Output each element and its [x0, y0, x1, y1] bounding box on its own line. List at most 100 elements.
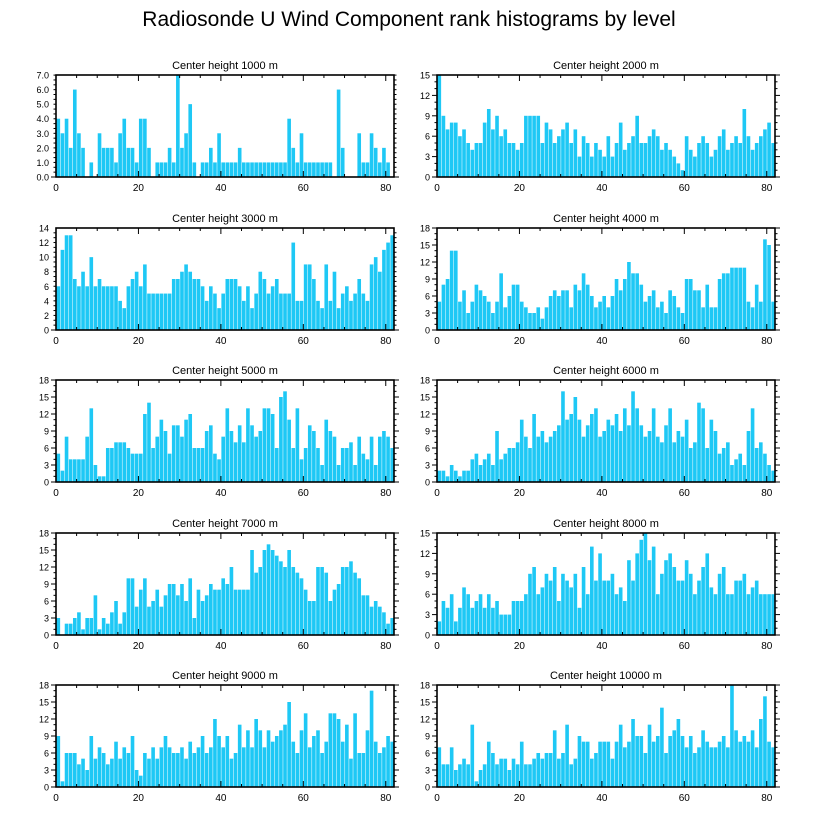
x-tick-label: 60 — [679, 336, 691, 347]
histogram-bar — [495, 431, 499, 482]
histogram-bar — [316, 567, 320, 635]
histogram-bar — [441, 601, 446, 635]
histogram-bar — [651, 408, 656, 482]
histogram-bar — [590, 546, 594, 635]
histogram-bar — [85, 436, 89, 482]
histogram-bar — [340, 448, 345, 482]
histogram-bar — [209, 286, 213, 330]
histogram-bar — [167, 747, 172, 787]
histogram-bar — [478, 290, 483, 330]
y-tick-label: 1.0 — [36, 158, 49, 168]
histogram-bar — [590, 758, 594, 787]
histogram-bar — [672, 296, 677, 330]
histogram-bar — [307, 425, 312, 482]
histogram-bar — [147, 606, 151, 635]
histogram-bar — [233, 589, 238, 635]
histogram-bar — [693, 442, 697, 482]
y-tick-label: 12 — [420, 715, 430, 725]
histogram-bar — [754, 580, 759, 635]
histogram-bar — [495, 301, 499, 330]
histogram-bar — [759, 301, 763, 330]
histogram-bar — [332, 436, 337, 482]
histogram-bar — [171, 279, 176, 330]
histogram-bar — [668, 290, 672, 330]
histogram-bar — [647, 431, 652, 482]
histogram-bar — [188, 104, 193, 177]
histogram-bar — [676, 307, 681, 330]
histogram-bar — [721, 567, 726, 635]
histogram-bar — [320, 465, 324, 482]
histogram-bar — [283, 724, 287, 787]
histogram-bar — [528, 448, 532, 482]
histogram-bar — [266, 162, 271, 177]
histogram-bar — [515, 601, 520, 635]
histogram-bar — [357, 753, 362, 787]
histogram-bar — [89, 618, 94, 635]
histogram-bar — [246, 730, 250, 787]
histogram-bar — [64, 623, 69, 635]
histogram-bar — [532, 414, 536, 482]
histogram-bar — [390, 448, 394, 482]
histogram-bar — [81, 147, 85, 177]
histogram-bar — [499, 459, 503, 482]
histogram-bar — [734, 459, 738, 482]
histogram-bar — [332, 271, 337, 330]
histogram-bar — [557, 136, 561, 177]
histogram-bar — [585, 143, 590, 177]
histogram-bar — [316, 162, 320, 177]
histogram-bar — [606, 419, 611, 482]
histogram-bar — [548, 580, 553, 635]
y-tick-label: 6.0 — [36, 85, 49, 95]
histogram-bar — [651, 546, 656, 635]
histogram-bar — [660, 707, 664, 787]
histogram-bar — [639, 143, 644, 177]
histogram-bar — [602, 156, 606, 177]
histogram-bar — [462, 587, 466, 635]
histogram-bar — [303, 264, 308, 330]
histogram-bar — [697, 747, 701, 787]
histogram-bar — [627, 143, 631, 177]
histogram-bar — [138, 286, 143, 330]
histogram-bar — [114, 162, 118, 177]
y-tick-label: 15 — [39, 393, 49, 403]
histogram-bar — [328, 431, 333, 482]
histogram-bar — [81, 629, 85, 635]
histogram-bar — [759, 442, 763, 482]
histogram-bar — [598, 553, 602, 635]
histogram-bar — [316, 448, 320, 482]
histogram-bar — [449, 747, 454, 787]
y-tick-label: 0 — [425, 173, 430, 183]
histogram-bar — [287, 293, 291, 330]
x-tick-label: 0 — [53, 336, 59, 347]
histogram-bar — [361, 162, 366, 177]
histogram-bar — [602, 431, 606, 482]
histogram-bar — [258, 431, 263, 482]
histogram-bar — [118, 133, 122, 177]
histogram-bar — [627, 425, 631, 482]
histogram-bar — [192, 162, 197, 177]
histogram-bar — [581, 567, 586, 635]
histogram-bar — [110, 448, 114, 482]
histogram-bar — [701, 408, 705, 482]
histogram-bar — [684, 747, 689, 787]
histogram-bar — [262, 279, 267, 330]
histogram-bar — [68, 753, 73, 787]
histogram-bar — [221, 293, 225, 330]
x-tick-label: 60 — [298, 793, 310, 804]
histogram-bar — [221, 747, 225, 787]
histogram-bar — [163, 595, 168, 635]
histogram-bar — [204, 753, 209, 787]
histogram-bar — [697, 143, 701, 177]
histogram-bar — [664, 313, 668, 330]
chart-main-title: Radiosonde U Wind Component rank histogr… — [142, 8, 676, 31]
histogram-bar — [482, 607, 487, 635]
histogram-bar — [386, 436, 390, 482]
histogram-bar — [610, 156, 615, 177]
histogram-bar — [655, 307, 660, 330]
histogram-bar — [462, 129, 466, 177]
histogram-bar — [225, 408, 230, 482]
histogram-bar — [499, 614, 503, 635]
histogram-bar — [540, 431, 545, 482]
y-tick-label: 12 — [39, 410, 49, 420]
histogram-bar — [474, 781, 479, 787]
